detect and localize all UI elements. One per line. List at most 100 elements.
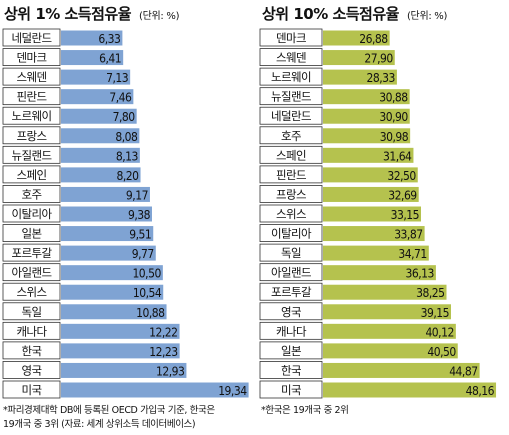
top1-category-label: 캐나다 xyxy=(17,324,48,338)
top10-value-label: 48,16 xyxy=(466,384,495,398)
top1-label-box xyxy=(2,67,61,86)
top10-title-row: 상위 10% 소득점유율 (단위: %) xyxy=(262,3,447,24)
top1-bar xyxy=(61,362,187,378)
top10-category-label: 프랑스 xyxy=(276,187,306,201)
top1-bar xyxy=(61,304,167,320)
top10-label-box xyxy=(259,87,323,106)
top1-bar xyxy=(61,226,154,242)
top1-category-label: 호주 xyxy=(22,187,42,201)
top1-category-label: 뉴질랜드 xyxy=(12,148,52,162)
top10-bar xyxy=(323,69,397,85)
top10-bar xyxy=(323,147,414,163)
top10-value-label: 30,98 xyxy=(380,130,409,144)
top1-bar xyxy=(61,265,163,281)
top1-value-label: 6,41 xyxy=(99,52,121,66)
top1-bar xyxy=(61,89,134,105)
top10-value-label: 40,12 xyxy=(425,325,453,339)
top1-label-box xyxy=(2,87,61,106)
top1-value-label: 10,50 xyxy=(132,267,161,281)
top1-category-label: 아일랜드 xyxy=(12,266,52,280)
top1-label-box xyxy=(2,165,61,184)
top10-value-label: 39,15 xyxy=(421,306,449,320)
top1-bar xyxy=(61,343,180,359)
top10-category-label: 스위스 xyxy=(276,207,306,221)
top10-category-label: 이탈리아 xyxy=(271,227,312,241)
top10-value-label: 26,88 xyxy=(359,32,388,46)
top1-bar xyxy=(61,186,150,202)
top10-category-label: 덴마크 xyxy=(276,31,306,45)
top1-category-label: 스웨덴 xyxy=(17,70,47,84)
top10-label-box xyxy=(259,380,323,399)
top1-category-label: 스위스 xyxy=(17,285,47,299)
top1-value-label: 9,77 xyxy=(132,247,154,261)
top10-category-label: 핀란드 xyxy=(276,168,306,182)
top1-value-label: 12,22 xyxy=(149,325,177,339)
top1-footnote-line2: 19개국 중 3위 (자료: 세계 상위소득 데이터베이스) xyxy=(3,419,196,430)
top10-bar xyxy=(323,167,418,183)
top10-bar xyxy=(323,89,410,105)
top1-label-box xyxy=(2,243,61,262)
top1-value-label: 9,17 xyxy=(126,188,148,202)
top10-bar xyxy=(323,343,458,359)
top1-category-label: 영국 xyxy=(22,363,42,377)
top10-label-box xyxy=(259,321,323,340)
top10-value-label: 36,13 xyxy=(405,267,433,281)
top10-value-label: 28,33 xyxy=(366,71,394,85)
top1-bar xyxy=(61,147,140,163)
top10-label-box xyxy=(259,263,323,282)
top1-bar xyxy=(61,69,131,85)
top1-value-label: 10,54 xyxy=(133,286,162,300)
top10-bar xyxy=(323,245,429,261)
top10-bar xyxy=(323,108,410,124)
top1-label-box xyxy=(2,361,61,379)
top10-label-box xyxy=(259,48,323,66)
top10-label-box xyxy=(259,243,323,262)
top10-footnote-line1: *한국은 19개국 중 2위 xyxy=(261,405,349,416)
top1-chart-title: 상위 1% 소득점유율 xyxy=(4,5,132,23)
top1-category-label: 핀란드 xyxy=(17,90,47,104)
top10-value-label: 27,90 xyxy=(364,52,393,66)
top1-footnote: *파리경제대학 DB에 등록된 OECD 가입국 기준, 한국은 19개국 중 … xyxy=(3,404,251,432)
top10-unit-label: (단위: %) xyxy=(406,11,448,22)
top1-footnote-line1: *파리경제대학 DB에 등록된 OECD 가입국 기준, 한국은 xyxy=(3,405,215,416)
top10-label-box xyxy=(259,282,323,301)
top10-category-label: 미국 xyxy=(281,383,301,397)
top1-category-label: 미국 xyxy=(22,383,42,397)
top10-category-label: 아일랜드 xyxy=(271,266,311,280)
top10-category-label: 노르웨이 xyxy=(271,70,311,84)
top10-category-label: 독일 xyxy=(281,246,301,260)
top10-value-label: 31,64 xyxy=(383,149,412,163)
top1-value-label: 7,46 xyxy=(109,91,132,105)
top10-bar xyxy=(323,304,451,320)
top1-label-box xyxy=(2,321,61,340)
top10-value-label: 38,25 xyxy=(416,286,444,300)
top1-label-box xyxy=(2,282,61,301)
top10-bar xyxy=(323,323,456,339)
top1-title-row: 상위 1% 소득점유율 (단위: %) xyxy=(4,3,179,24)
top10-bar xyxy=(323,128,411,144)
top10-value-label: 32,50 xyxy=(387,169,416,183)
top1-category-label: 덴마크 xyxy=(17,51,47,65)
top1-label-box xyxy=(2,224,61,242)
top1-label-box xyxy=(2,145,61,164)
top10-bar xyxy=(323,265,436,281)
top10-panel: 상위 10% 소득점유율 (단위: %) 덴마크 26,88 스웨덴 27,90 노르웨이… xyxy=(258,0,509,435)
top10-value-label: 40,50 xyxy=(427,345,456,359)
top10-category-label: 호주 xyxy=(281,129,301,143)
top10-value-label: 30,90 xyxy=(379,110,408,124)
top1-label-box xyxy=(2,380,61,399)
top1-category-label: 노르웨이 xyxy=(12,109,52,123)
top10-label-box xyxy=(259,224,323,242)
top10-label-box xyxy=(259,126,323,145)
top10-value-label: 34,71 xyxy=(398,247,426,261)
top1-category-label: 일본 xyxy=(22,227,42,241)
top1-value-label: 19,34 xyxy=(218,384,247,398)
top10-value-label: 44,87 xyxy=(449,364,477,378)
top1-category-label: 독일 xyxy=(22,305,42,319)
top10-bar xyxy=(323,362,480,378)
top10-label-box xyxy=(259,28,323,47)
top1-value-label: 7,13 xyxy=(106,71,128,85)
top10-label-box xyxy=(259,106,323,125)
top1-label-box xyxy=(2,341,61,360)
top1-bar xyxy=(61,206,152,222)
